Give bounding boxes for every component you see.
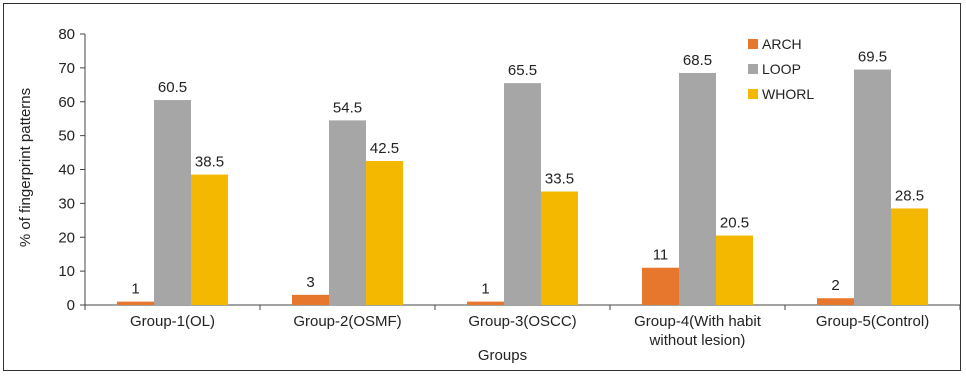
- data-label-arch: 11: [653, 247, 669, 264]
- bar-whorl: [191, 174, 228, 305]
- y-tick-label: 30: [58, 195, 75, 212]
- x-category-label: Group-4(With habit: [634, 313, 762, 330]
- bar-loop: [679, 72, 716, 305]
- y-tick-label: 50: [58, 128, 75, 145]
- data-label-arch: 1: [131, 281, 139, 298]
- legend-swatch-arch: [748, 39, 758, 49]
- legend-label-loop: LOOP: [762, 61, 801, 77]
- legend-label-whorl: WHORL: [762, 86, 814, 102]
- legend-swatch-loop: [748, 64, 758, 74]
- legend-label-arch: ARCH: [762, 36, 802, 52]
- data-label-arch: 1: [481, 281, 489, 298]
- data-label-arch: 3: [306, 274, 314, 291]
- data-label-arch: 2: [831, 277, 839, 294]
- bar-loop: [504, 83, 541, 306]
- bar-whorl: [716, 235, 753, 305]
- legend-swatch-whorl: [748, 89, 758, 99]
- data-label-loop: 68.5: [683, 52, 712, 69]
- x-category-label: without lesion): [649, 332, 746, 349]
- data-label-whorl: 42.5: [370, 140, 399, 157]
- y-tick-label: 40: [58, 162, 75, 179]
- data-label-loop: 65.5: [508, 62, 537, 79]
- data-label-loop: 60.5: [158, 79, 187, 96]
- bar-whorl: [541, 191, 578, 305]
- bar-arch: [817, 298, 854, 305]
- y-tick-label: 60: [58, 94, 75, 111]
- bar-arch: [642, 267, 679, 305]
- bar-arch: [292, 294, 329, 305]
- y-tick-label: 70: [58, 60, 75, 77]
- x-category-label: Group-3(OSCC): [468, 313, 576, 330]
- x-category-label: Group-1(OL): [130, 313, 215, 330]
- bar-loop: [154, 100, 191, 306]
- bar-arch: [117, 301, 154, 305]
- y-tick-label: 20: [58, 229, 75, 246]
- y-tick-label: 0: [67, 297, 75, 314]
- data-label-loop: 69.5: [858, 49, 887, 66]
- bar-loop: [854, 69, 891, 305]
- bar-loop: [329, 120, 366, 305]
- data-label-whorl: 20.5: [720, 215, 749, 232]
- data-label-loop: 54.5: [333, 99, 362, 116]
- y-tick-label: 80: [58, 26, 75, 43]
- data-label-whorl: 28.5: [895, 187, 924, 204]
- data-label-whorl: 38.5: [195, 154, 224, 171]
- x-category-label: Group-5(Control): [816, 313, 929, 330]
- y-axis-title: % of fingerprint patterns: [17, 88, 34, 247]
- bar-whorl: [366, 161, 403, 305]
- data-label-whorl: 33.5: [545, 171, 574, 188]
- x-category-label: Group-2(OSMF): [293, 313, 401, 330]
- x-axis-title: Groups: [478, 347, 527, 364]
- bar-arch: [467, 301, 504, 305]
- y-tick-label: 10: [58, 263, 75, 280]
- bar-whorl: [891, 208, 928, 305]
